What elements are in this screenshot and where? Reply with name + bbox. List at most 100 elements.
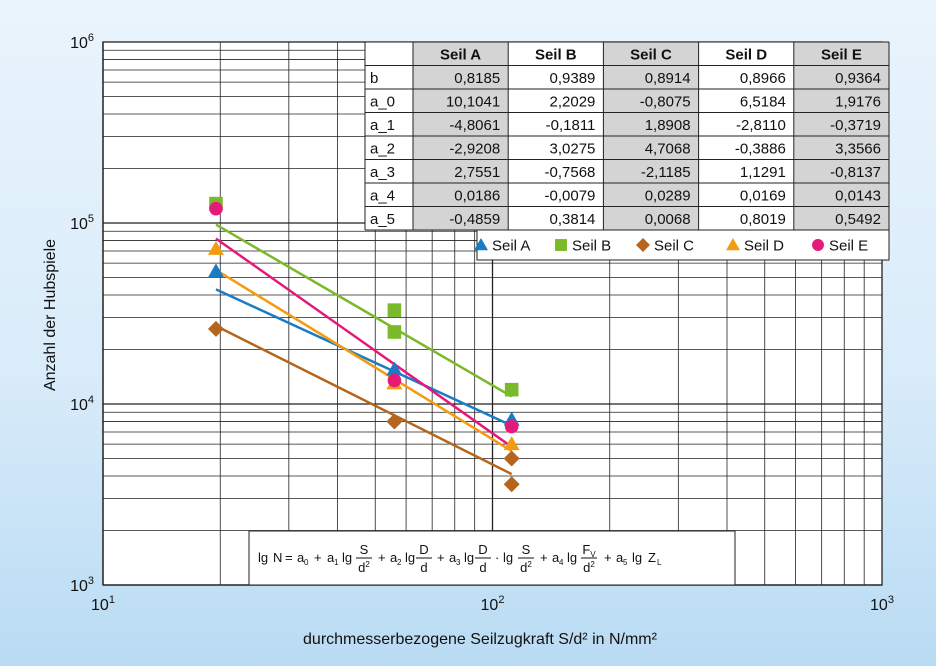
- formula-token: lg: [464, 550, 474, 565]
- table-cell: 0,0169: [740, 188, 786, 205]
- formula-token: S: [360, 542, 369, 557]
- table-row-label: a_4: [370, 188, 395, 205]
- fraction-fv-d2-numerator: FV: [582, 542, 596, 559]
- table-cell: 0,8966: [740, 70, 786, 87]
- formula-token: +: [540, 550, 548, 565]
- formula-subscript: V: [590, 550, 596, 559]
- y-tick-label: 105: [70, 213, 94, 233]
- data-point-seil-b: [504, 382, 519, 397]
- formula-token: N: [273, 550, 282, 565]
- formula-coefficient: a: [390, 550, 398, 565]
- fit-line-seil-d: [215, 268, 513, 453]
- x-tick-base: 10: [481, 597, 499, 614]
- fraction-D-d-2-numerator: D: [478, 542, 487, 557]
- formula-token: d: [420, 560, 427, 575]
- data-points: [207, 196, 520, 493]
- x-tick-label: 102: [481, 594, 505, 614]
- table-cell: 0,8914: [645, 70, 691, 87]
- table-cell: 0,8185: [454, 70, 500, 87]
- legend-label: Seil E: [829, 238, 868, 255]
- table-cell: 0,0143: [835, 188, 881, 205]
- y-tick-base: 10: [70, 35, 88, 52]
- fit-lines: [215, 223, 513, 476]
- table-row-label: a_3: [370, 164, 395, 181]
- x-tick-exp: 1: [109, 594, 115, 606]
- data-point-seil-a: [207, 263, 224, 278]
- formula-token: +: [437, 550, 445, 565]
- table-cell: 0,0186: [454, 188, 500, 205]
- table-cell: -4,8061: [449, 117, 500, 134]
- legend-label: Seil D: [744, 238, 784, 255]
- formula-coefficient: a: [297, 550, 305, 565]
- table-cell: 10,1041: [446, 94, 500, 111]
- legend-marker: [474, 238, 488, 251]
- table-cell: 3,0275: [550, 141, 596, 158]
- data-point-seil-b: [387, 325, 402, 339]
- y-tick-base: 10: [70, 578, 88, 595]
- data-point-seil-c: [207, 320, 224, 337]
- x-tick-base: 10: [91, 597, 109, 614]
- formula-token: S: [522, 542, 531, 557]
- formula-token: ·: [495, 550, 499, 565]
- formula-superscript: 2: [527, 560, 532, 569]
- table-cell: -0,4859: [449, 211, 500, 228]
- y-tick-label: 103: [70, 575, 94, 595]
- x-tick-label: 101: [91, 594, 115, 614]
- fraction-s-d2-numerator: S: [360, 542, 369, 557]
- y-tick-exp: 3: [88, 575, 94, 587]
- formula-token: D: [419, 542, 428, 557]
- fraction-s-d2-2-denominator: d2: [520, 560, 532, 575]
- formula-subscript: 2: [397, 558, 402, 567]
- formula-coefficient: a: [552, 550, 560, 565]
- y-tick-exp: 6: [88, 32, 94, 44]
- table-cell: 0,0289: [645, 188, 691, 205]
- table-cell: -0,8137: [830, 164, 881, 181]
- table-cell: -0,1811: [546, 117, 596, 134]
- formula-token: lg: [503, 550, 513, 565]
- fit-line-seil-b: [215, 223, 513, 398]
- fraction-s-d2-2-numerator: S: [522, 542, 531, 557]
- formula-token: lg: [632, 550, 642, 565]
- coefficient-table: Seil A Seil B Seil C Seil D Seil E b 0,8185 0,9…: [364, 41, 890, 231]
- formula-token: Z: [648, 550, 656, 565]
- formula-subscript: 0: [304, 558, 309, 567]
- y-tick-base: 10: [70, 397, 88, 414]
- table-cell: -2,9208: [449, 141, 500, 158]
- formula-token: lg: [405, 550, 415, 565]
- data-point-seil-d: [503, 436, 520, 451]
- table-cell: 2,7551: [454, 164, 500, 181]
- table-cell: 0,9389: [550, 70, 596, 87]
- legend: Seil A Seil B Seil C Seil D Seil E: [474, 229, 890, 261]
- formula-token: F: [582, 542, 590, 557]
- x-axis-label: durchmesserbezogene Seilzugkraft S/d² in…: [303, 631, 658, 648]
- table-header-cell: Seil E: [821, 47, 862, 64]
- table-cell: -2,8110: [736, 117, 786, 134]
- formula-superscript: 2: [590, 560, 595, 569]
- formula-token: lg: [567, 550, 577, 565]
- formula-token: d: [520, 560, 527, 575]
- formula-frame: [248, 530, 736, 586]
- table-cell: 0,5492: [835, 211, 881, 228]
- x-tick-base: 10: [870, 597, 888, 614]
- table-cell: 3,3566: [835, 141, 881, 158]
- x-tick-label: 103: [870, 594, 894, 614]
- table-row-label: a_5: [370, 211, 395, 228]
- formula-subscript: 5: [623, 558, 628, 567]
- y-tick-exp: 4: [88, 394, 94, 406]
- table-cell: 4,7068: [645, 141, 691, 158]
- fit-line-seil-a: [215, 288, 513, 427]
- data-point-seil-c: [503, 450, 520, 467]
- table-row-label: a_2: [370, 141, 395, 158]
- table-cell: -0,3886: [735, 141, 786, 158]
- y-tick-label: 106: [70, 32, 94, 52]
- x-tick-labels: 101 102 103: [91, 594, 894, 614]
- table-cell: 0,9364: [835, 70, 881, 87]
- formula-superscript: 2: [365, 560, 370, 569]
- fit-line-seil-c: [215, 324, 513, 476]
- fraction-fv-d2-denominator: d2: [583, 560, 595, 575]
- formula-subscript: 3: [456, 558, 461, 567]
- table-cell: 0,3814: [550, 211, 596, 228]
- table-row-label: b: [370, 70, 378, 87]
- table-cell: 1,9176: [835, 94, 881, 111]
